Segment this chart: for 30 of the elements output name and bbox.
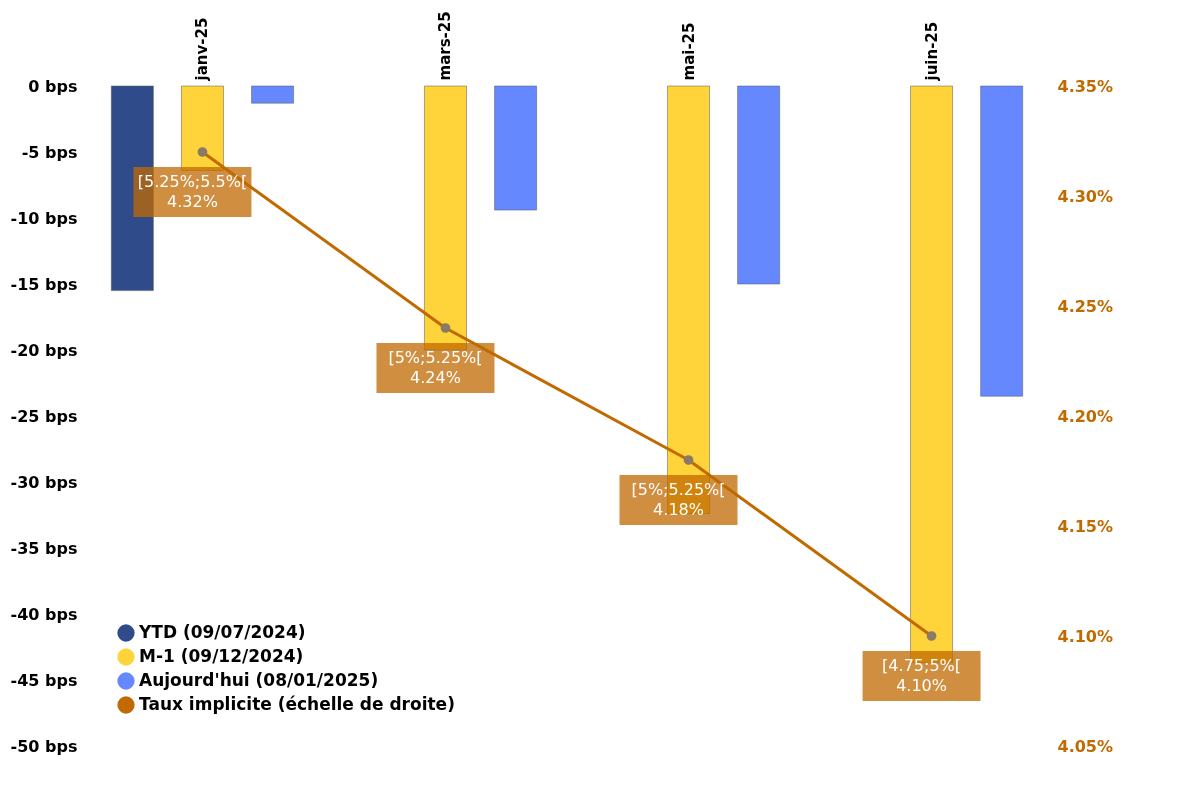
data-label: [4.75;5%[ 4.10% [882, 656, 961, 695]
y2-tick-label: 4.30% [1057, 186, 1114, 206]
y2-tick-label: 4.10% [1057, 626, 1114, 646]
y2-tick-label: 4.35% [1057, 76, 1114, 96]
y-tick-label: -15 bps [10, 274, 78, 294]
x-tick-label: mai-25 [679, 22, 698, 81]
y2-tick-label: 4.25% [1057, 296, 1114, 316]
y-tick-label: -20 bps [10, 340, 78, 360]
y-tick-label: -10 bps [10, 208, 78, 228]
y-tick-label: -50 bps [10, 736, 78, 756]
x-tick-label: janv-25 [193, 17, 212, 82]
y-tick-label: -5 bps [21, 142, 78, 162]
x-tick-label: mars-25 [436, 11, 455, 81]
legend-label: M-1 (09/12/2024) [139, 646, 304, 666]
y-tick-label: 0 bps [28, 76, 78, 96]
y2-tick-label: 4.05% [1057, 736, 1114, 756]
y-tick-label: -40 bps [10, 604, 78, 624]
data-label: [5%;5.25%[ 4.18% [631, 480, 726, 519]
y-tick-label: -45 bps [10, 670, 78, 690]
legend-label: Aujourd'hui (08/01/2025) [139, 670, 379, 690]
legend-label: Taux implicite (échelle de droite) [139, 694, 455, 714]
data-label: [5%;5.25%[ 4.24% [388, 348, 483, 387]
x-tick-label: juin-25 [922, 21, 941, 82]
y-tick-label: -35 bps [10, 538, 78, 558]
y2-tick-label: 4.20% [1057, 406, 1114, 426]
data-label: [5.25%;5.5%[ 4.32% [137, 172, 248, 211]
y2-tick-label: 4.15% [1057, 516, 1114, 536]
y-tick-label: -30 bps [10, 472, 78, 492]
legend-label: YTD (09/07/2024) [138, 622, 306, 642]
y-tick-label: -25 bps [10, 406, 78, 426]
